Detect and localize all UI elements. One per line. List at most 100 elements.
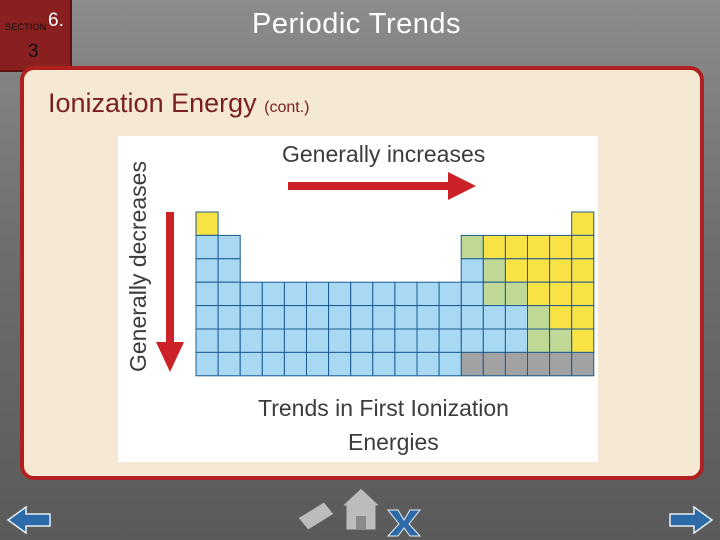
section-number: 6. [48, 10, 64, 31]
across-arrow-shaft [288, 182, 452, 190]
element-cell [195, 281, 219, 307]
element-cell [372, 281, 396, 307]
across-arrow-head [448, 172, 476, 200]
element-cell [195, 258, 219, 283]
back-icon[interactable] [297, 501, 335, 531]
caption-line-2: Energies [348, 429, 439, 455]
element-cell [306, 281, 330, 307]
down-arrow-head [156, 342, 184, 372]
element-cell [283, 305, 307, 330]
heading-suffix: (cont.) [264, 99, 310, 116]
element-cell [217, 351, 241, 377]
element-cell [460, 234, 484, 260]
element-cell [416, 281, 440, 307]
element-cell [460, 281, 484, 307]
caption-line-1: Trends in First Ionization [258, 395, 509, 421]
element-cell [350, 305, 374, 330]
home-icon[interactable] [340, 487, 382, 531]
element-cell [394, 305, 418, 330]
element-cell [217, 328, 241, 353]
element-cell [416, 305, 440, 330]
element-cell [261, 351, 285, 377]
right-arrow-icon[interactable] [668, 505, 714, 535]
figure-svg: Generally increases Generally decreases … [125, 141, 595, 455]
element-cell [195, 328, 219, 353]
element-cell [394, 281, 418, 307]
element-cell [195, 351, 219, 377]
element-cell [195, 305, 219, 330]
element-cell [527, 305, 551, 330]
element-cell [549, 328, 573, 353]
element-cell [306, 328, 330, 353]
element-cell [504, 234, 528, 260]
element-cell [549, 305, 573, 330]
heading-text: Ionization Energy [48, 88, 257, 118]
element-cell [571, 211, 595, 236]
element-cell [350, 351, 374, 377]
section-badge: SECTION 6. 3 [0, 0, 72, 72]
element-cell [571, 351, 595, 377]
nav-center-group [297, 487, 422, 537]
element-cell [328, 281, 352, 307]
element-cell [261, 328, 285, 353]
element-cell [482, 281, 506, 307]
element-cell [438, 281, 462, 307]
element-cell [438, 305, 462, 330]
element-cell [571, 234, 595, 260]
exit-icon[interactable] [386, 509, 422, 537]
element-cell [549, 258, 573, 283]
element-cell [394, 351, 418, 377]
element-cell [482, 234, 506, 260]
element-cell [394, 328, 418, 353]
slide-heading: Ionization Energy (cont.) [48, 88, 310, 119]
down-trend-label: Generally decreases [125, 161, 151, 372]
element-cell [482, 351, 506, 377]
element-cell [283, 328, 307, 353]
element-cell [195, 211, 219, 236]
element-cell [438, 351, 462, 377]
element-cell [195, 234, 219, 260]
left-arrow-icon[interactable] [6, 505, 52, 535]
element-cell [217, 258, 241, 283]
element-cell [527, 328, 551, 353]
element-cell [571, 258, 595, 283]
element-cell [328, 351, 352, 377]
element-cell [416, 328, 440, 353]
ionization-trend-figure: Generally increases Generally decreases … [118, 136, 598, 462]
element-cell [571, 305, 595, 330]
element-cell [239, 281, 263, 307]
element-cell [549, 234, 573, 260]
element-cell [217, 305, 241, 330]
periodic-table-grid [195, 211, 595, 377]
element-cell [283, 281, 307, 307]
element-cell [549, 281, 573, 307]
element-cell [416, 351, 440, 377]
element-cell [217, 234, 241, 260]
section-label: SECTION [5, 22, 47, 32]
element-cell [504, 328, 528, 353]
element-cell [460, 305, 484, 330]
element-cell [306, 351, 330, 377]
element-cell [306, 305, 330, 330]
element-cell [504, 305, 528, 330]
element-cell [571, 328, 595, 353]
across-trend-label: Generally increases [282, 141, 485, 167]
element-cell [283, 351, 307, 377]
element-cell [350, 281, 374, 307]
section-subnumber: 3 [28, 41, 39, 62]
element-cell [504, 351, 528, 377]
page-title: Periodic Trends [252, 8, 461, 40]
element-cell [239, 351, 263, 377]
element-cell [527, 281, 551, 307]
element-cell [571, 281, 595, 307]
element-cell [328, 328, 352, 353]
element-cell [350, 328, 374, 353]
element-cell [482, 258, 506, 283]
element-cell [504, 258, 528, 283]
element-cell [504, 281, 528, 307]
down-arrow-shaft [166, 212, 174, 346]
element-cell [239, 305, 263, 330]
element-cell [239, 328, 263, 353]
element-cell [261, 281, 285, 307]
element-cell [217, 281, 241, 307]
